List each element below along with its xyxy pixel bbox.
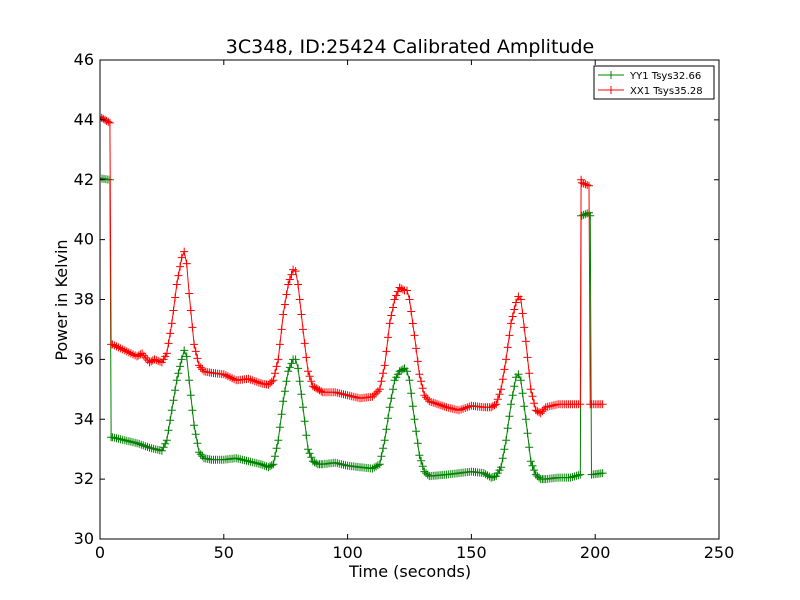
legend-marker [607, 71, 615, 79]
y-tick-label: 40 [74, 230, 94, 249]
legend-entry: XX1 Tsys35.28 [598, 86, 703, 97]
x-tick-label: 250 [704, 543, 735, 562]
y-tick-label: 46 [74, 50, 94, 69]
x-tick-label: 150 [456, 543, 487, 562]
chart-title: 3C348, ID:25424 Calibrated Amplitude [226, 36, 594, 58]
y-tick-label: 42 [74, 170, 94, 189]
y-axis-label: Power in Kelvin [52, 239, 71, 360]
axes: 0 50 100 150 200 250 30 32 34 36 38 40 42 44 46 [74, 50, 735, 562]
y-tick-label: 30 [74, 529, 94, 548]
legend: YY1 Tsys32.66 XX1 Tsys35.28 [593, 65, 715, 100]
y-tick-label: 36 [74, 349, 94, 368]
y-tick-label: 38 [74, 290, 94, 309]
series-2 [100, 112, 607, 418]
y-tick-label: 34 [74, 409, 94, 428]
series-markers [100, 112, 607, 418]
x-axis-label: Time (seconds) [348, 562, 471, 581]
legend-label: XX1 Tsys35.28 [630, 86, 703, 97]
x-tick-label: 100 [332, 543, 363, 562]
x-tick-label: 200 [580, 543, 611, 562]
series-layer [100, 112, 607, 484]
legend-label: YY1 Tsys32.66 [629, 71, 701, 82]
legend-marker [607, 86, 615, 94]
legend-box [593, 65, 715, 100]
x-tick-label: 50 [214, 543, 234, 562]
x-tick-label: 0 [95, 543, 105, 562]
legend-entry: YY1 Tsys32.66 [598, 71, 701, 82]
series-markers [100, 174, 607, 484]
y-tick-label: 44 [74, 110, 94, 129]
series-1 [100, 174, 607, 484]
y-tick-label: 32 [74, 469, 94, 488]
